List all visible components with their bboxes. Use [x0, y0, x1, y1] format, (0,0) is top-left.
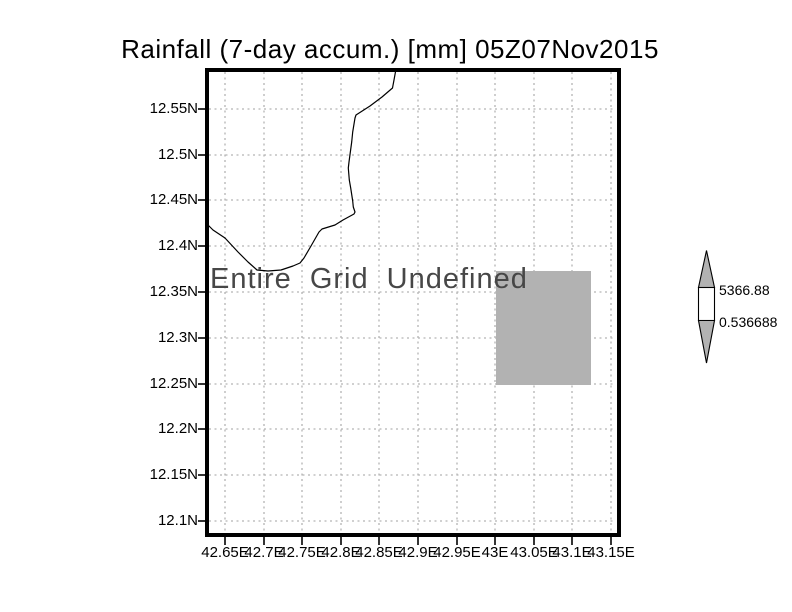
colorbar-min-label: 0.536688 [719, 314, 778, 330]
x-axis-label: 42.8E [321, 544, 361, 561]
undefined-message: Entire Grid Undefined [210, 263, 528, 295]
y-axis-label: 12.15N [149, 466, 198, 483]
x-axis-label: 42.65E [201, 544, 249, 561]
y-axis-label: 12.4N [157, 237, 198, 254]
y-axis-label: 12.2N [157, 420, 198, 437]
colorbar-lower-arrow [697, 319, 716, 364]
y-axis-label: 12.55N [149, 100, 198, 117]
x-axis-label: 43.15E [587, 544, 635, 561]
x-axis-label: 42.85E [355, 544, 403, 561]
colorbar-max-label: 5366.88 [719, 282, 770, 298]
plot-title: Rainfall (7-day accum.) [mm] 05Z07Nov201… [121, 34, 659, 64]
axis-ticks [198, 108, 612, 545]
coastline [205, 68, 397, 272]
x-axis-label: 43E [481, 544, 509, 561]
y-axis-label: 12.35N [149, 283, 198, 300]
x-axis-label: 42.75E [278, 544, 326, 561]
y-axis-label: 12.45N [149, 191, 198, 208]
x-axis-label: 42.9E [398, 544, 438, 561]
shaded-grid-cell [496, 271, 591, 385]
colorbar-upper-arrow [697, 250, 716, 289]
x-axis-label: 42.95E [433, 544, 481, 561]
y-axis-label: 12.3N [157, 329, 198, 346]
x-axis-label: 43.05E [510, 544, 558, 561]
x-axis-label: 42.7E [244, 544, 284, 561]
colorbar-body [697, 286, 716, 322]
colorbar [697, 250, 716, 364]
y-axis-label: 12.1N [157, 512, 198, 529]
y-axis-label: 12.25N [149, 375, 198, 392]
x-axis-label: 43.1E [552, 544, 592, 561]
y-axis-label: 12.5N [157, 146, 198, 163]
